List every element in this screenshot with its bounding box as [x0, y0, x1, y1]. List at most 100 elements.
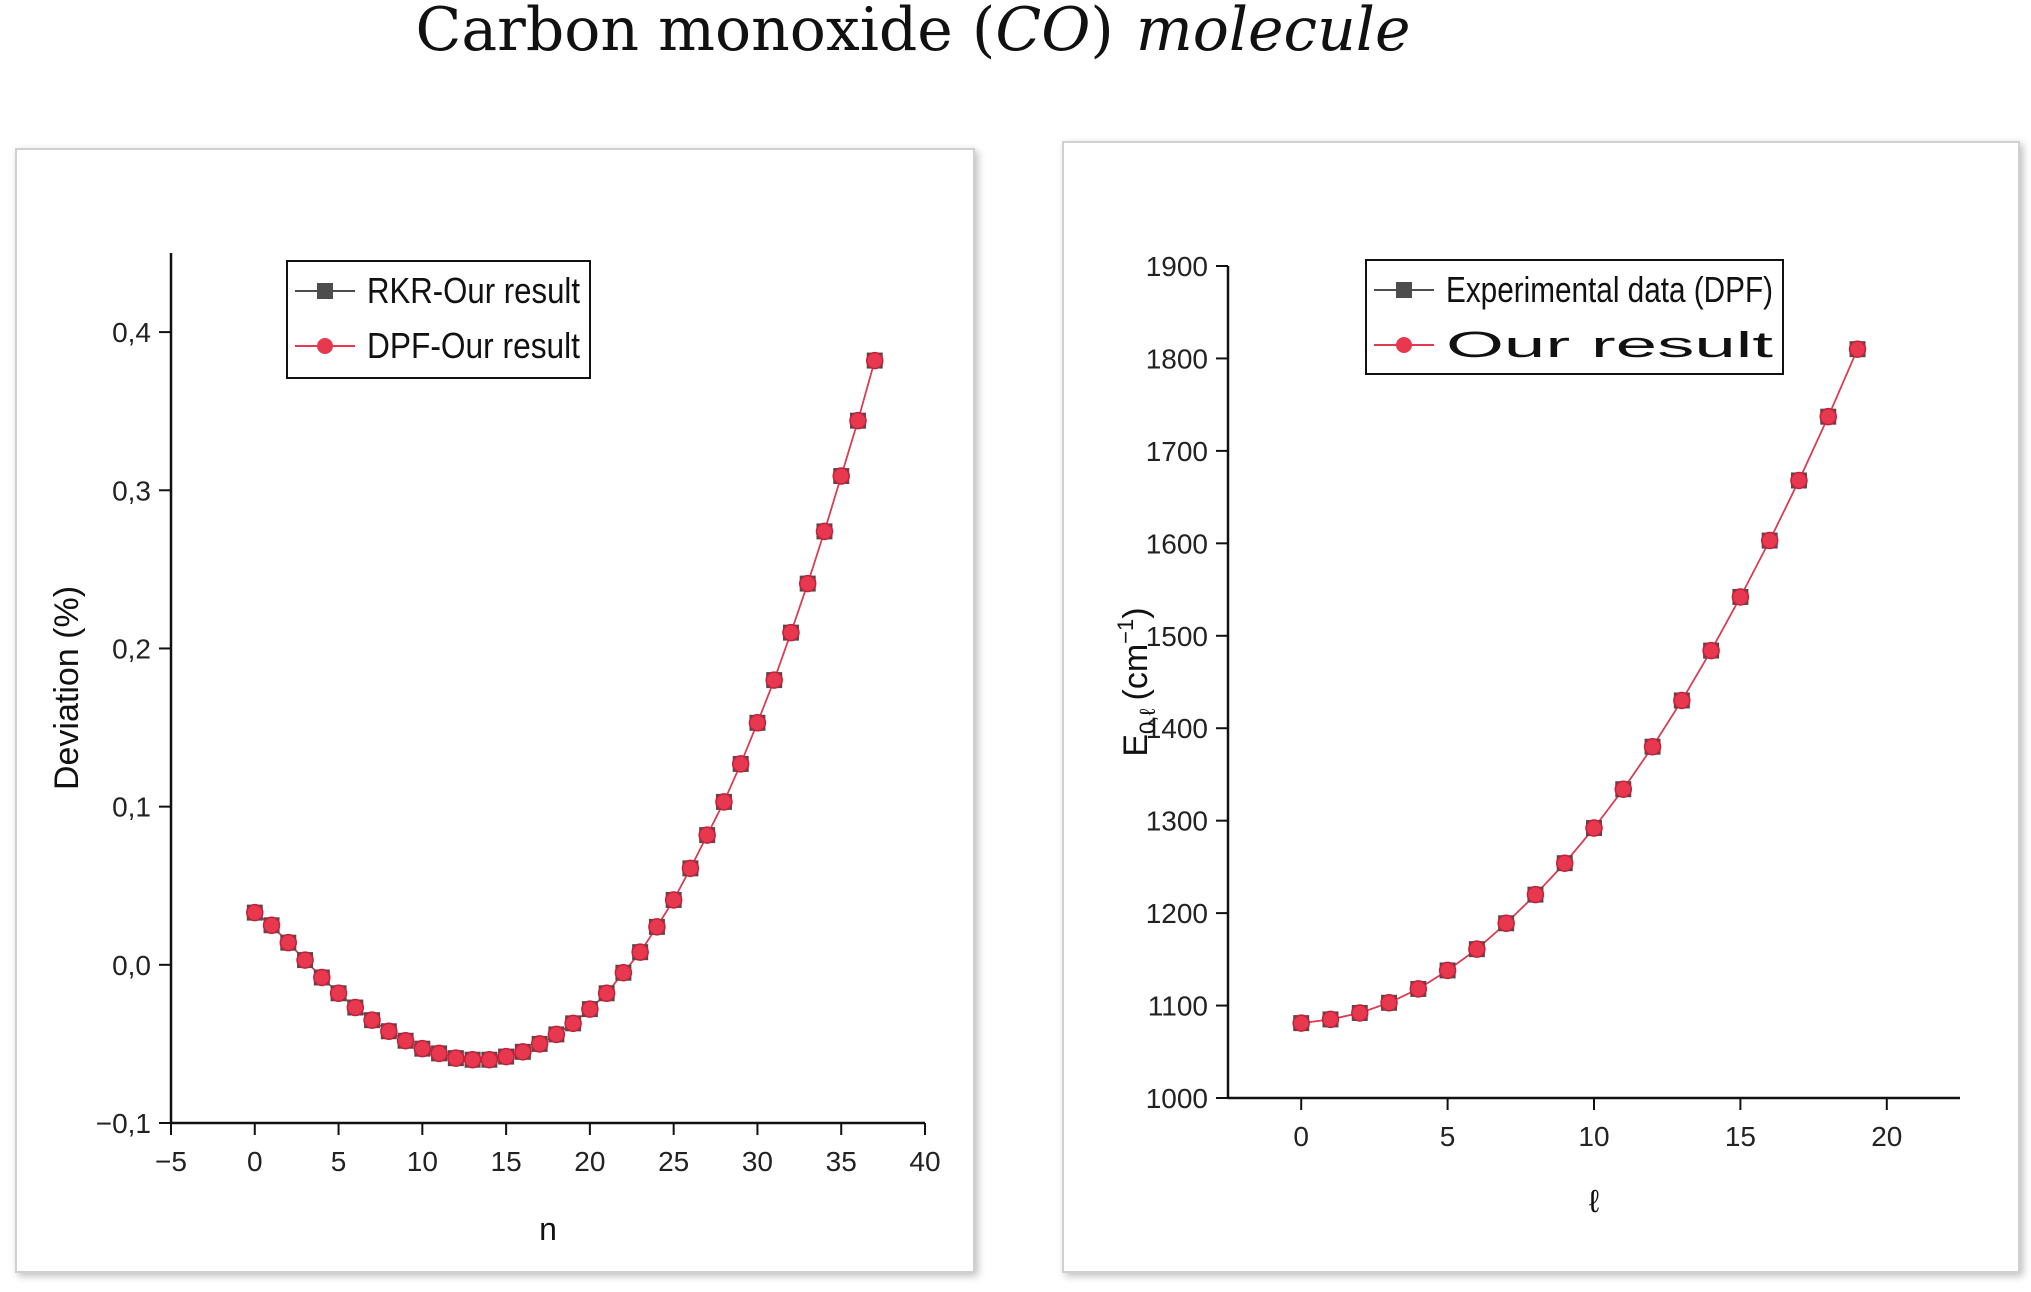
data-point-circle	[597, 984, 616, 1003]
data-point-circle	[715, 793, 733, 811]
data-point-circle	[1643, 737, 1662, 756]
x-tick-label: 35	[826, 1146, 857, 1177]
data-point-circle	[1585, 819, 1603, 837]
legend-marker-square	[317, 283, 333, 299]
data-point-circle	[530, 1035, 549, 1053]
figure-title: Carbon monoxide (CO) molecule	[415, 0, 1410, 65]
y-tick-label: 1900	[1146, 251, 1208, 282]
y-axis-label: Deviation (%)	[48, 586, 86, 790]
x-tick-label: 5	[331, 1146, 347, 1177]
data-point-circle	[581, 1000, 599, 1018]
data-point-circle	[832, 467, 850, 485]
y-tick-label: 1400	[1146, 713, 1208, 744]
data-point-circle	[246, 903, 264, 922]
data-point-circle	[296, 951, 314, 969]
x-tick-label: 10	[1578, 1121, 1609, 1152]
data-point-circle	[380, 1022, 398, 1041]
data-point-circle	[631, 943, 649, 961]
legend: RKR-Our result DPF-Our result	[286, 260, 591, 379]
data-point-circle	[815, 522, 834, 541]
x-axis-label: ℓ	[1589, 1183, 1599, 1219]
legend-label: DPF-Our result	[367, 325, 580, 366]
data-point-circle	[413, 1039, 432, 1058]
x-tick-label: 15	[491, 1146, 522, 1177]
legend-box	[1365, 259, 1784, 375]
data-point-circle	[1409, 980, 1428, 998]
data-point-circle	[1497, 914, 1515, 933]
data-point-circle	[447, 1049, 465, 1067]
deviation-chart: −5 0 5 10 15 20 25 30 35 40 −0,1 0,0 0,1 0,2 0,3 0,4 n De…	[48, 253, 941, 1247]
title-suffix: molecule	[1136, 0, 1411, 65]
data-point-circle	[1351, 1004, 1369, 1022]
x-tick-label: 15	[1725, 1121, 1756, 1152]
data-point-circle	[1760, 531, 1779, 550]
x-tick-label: 20	[574, 1146, 605, 1177]
data-point-circle	[564, 1014, 582, 1033]
x-tick-label: 5	[1440, 1121, 1456, 1152]
legend-label: RKR-Our result	[367, 270, 580, 311]
x-tick-label: 0	[247, 1146, 263, 1177]
data-point-circle	[1790, 471, 1808, 490]
y-tick-label: 0,4	[112, 317, 151, 348]
legend-label: Experimental data (DPF)	[1446, 269, 1773, 310]
legend-box	[286, 260, 591, 379]
y-tick-label: 1300	[1146, 806, 1208, 837]
x-tick-label: 25	[658, 1146, 689, 1177]
x-tick-label: 10	[407, 1146, 438, 1177]
y-tick-label: 0,2	[112, 633, 151, 664]
x-tick-label: 40	[909, 1146, 940, 1177]
y-tick-label: 1100	[1148, 991, 1208, 1022]
y-tick-label: 1600	[1146, 528, 1208, 559]
y-tick-label: 0,0	[112, 950, 151, 981]
data-point-circle	[731, 755, 750, 773]
legend-label: Our result	[1446, 324, 1773, 365]
data-point-circle	[463, 1050, 482, 1069]
x-axis-label: n	[539, 1211, 557, 1247]
x-tick-label: −5	[155, 1146, 187, 1177]
data-point-circle	[1380, 994, 1398, 1012]
title-mid: )	[1090, 0, 1113, 65]
title-formula: CO	[995, 0, 1090, 65]
data-point-circle	[798, 574, 817, 593]
data-point-circle	[313, 968, 331, 987]
data-point-circle	[346, 998, 365, 1017]
data-point-circle	[1731, 588, 1750, 606]
legend: Experimental data (DPF) Our result	[1365, 259, 1784, 375]
data-point-circle	[262, 916, 281, 935]
y-tick-label: 1000	[1146, 1083, 1208, 1114]
y-axis-label: E0,ℓ(cm−1)	[1113, 607, 1160, 756]
data-point-circle	[547, 1025, 566, 1044]
x-tick-label: 20	[1871, 1121, 1902, 1152]
data-point-circle	[698, 826, 716, 844]
energy-chart: 0 5 10 15 20 1000 1100 1200 1300 1400 1500 1600 1700…	[1113, 251, 1960, 1219]
data-point-circle	[849, 411, 867, 430]
y-tick-label: 0,3	[112, 475, 151, 506]
y-tick-label: −0,1	[96, 1108, 151, 1139]
data-point-circle	[1702, 641, 1720, 660]
data-point-circle	[1526, 885, 1545, 904]
data-point-circle	[1555, 854, 1574, 872]
x-tick-label: 30	[742, 1146, 773, 1177]
data-point-circle	[614, 963, 633, 982]
data-point-circle	[765, 671, 783, 689]
data-point-circle	[1614, 780, 1633, 798]
data-point-circle	[1673, 691, 1691, 710]
data-point-circle	[396, 1031, 415, 1050]
data-point-circle	[782, 623, 800, 642]
data-point-circle	[363, 1011, 381, 1029]
data-point-circle	[329, 984, 348, 1003]
title-prefix: Carbon monoxide (	[415, 0, 995, 65]
y-tick-label: 1700	[1146, 436, 1208, 467]
data-point-circle	[648, 918, 666, 936]
data-point-circle	[480, 1050, 499, 1069]
legend-marker-circle	[317, 338, 333, 354]
y-tick-label: 0,1	[112, 792, 151, 823]
data-point-circle	[1438, 961, 1457, 980]
y-tick-label: 1200	[1146, 898, 1208, 929]
data-point-circle	[1321, 1010, 1340, 1029]
data-point-circle	[664, 891, 683, 909]
y-tick-label: 1500	[1146, 621, 1208, 652]
data-point-circle	[497, 1047, 515, 1066]
data-point-circle	[1292, 1014, 1310, 1032]
